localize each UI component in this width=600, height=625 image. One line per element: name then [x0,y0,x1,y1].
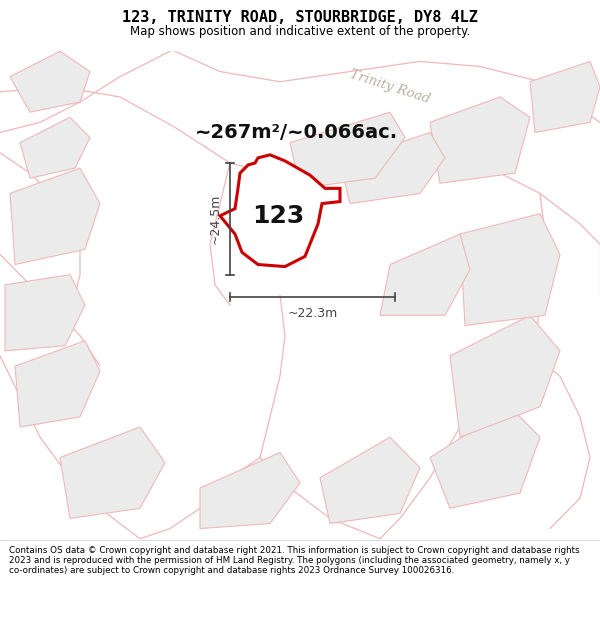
Polygon shape [380,234,470,315]
Text: ~22.3m: ~22.3m [287,307,338,320]
Polygon shape [20,118,90,178]
Polygon shape [200,452,300,529]
Polygon shape [340,132,445,204]
Text: 123, TRINITY ROAD, STOURBRIDGE, DY8 4LZ: 123, TRINITY ROAD, STOURBRIDGE, DY8 4LZ [122,10,478,25]
Text: Trinity Road: Trinity Road [348,68,432,106]
Polygon shape [220,155,340,266]
Text: Map shows position and indicative extent of the property.: Map shows position and indicative extent… [130,26,470,39]
Polygon shape [320,438,420,524]
Polygon shape [430,97,530,183]
Text: ~24.5m: ~24.5m [209,194,222,244]
Polygon shape [290,112,405,188]
Polygon shape [15,341,100,427]
Polygon shape [530,61,600,132]
Polygon shape [450,315,560,438]
Text: ~267m²/~0.066ac.: ~267m²/~0.066ac. [195,123,398,142]
Text: 123: 123 [252,204,304,228]
Text: Contains OS data © Crown copyright and database right 2021. This information is : Contains OS data © Crown copyright and d… [9,546,580,576]
Polygon shape [5,275,85,351]
Polygon shape [460,214,560,326]
Polygon shape [430,407,540,508]
Polygon shape [60,427,165,518]
Polygon shape [10,51,90,112]
Polygon shape [10,168,100,264]
